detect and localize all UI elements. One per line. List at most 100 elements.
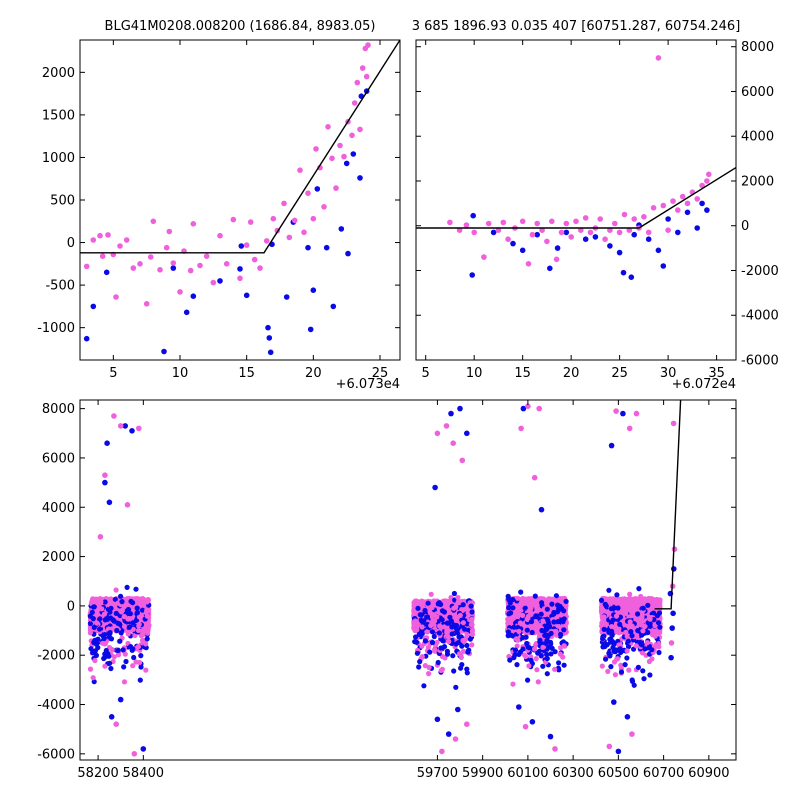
series-2-point [117,243,123,249]
series-2-point [147,254,154,260]
season-0-scatter-point [143,667,149,673]
season-1-scatter-point [424,614,430,620]
series-1-point [655,247,662,254]
series-1-point [243,292,250,299]
series-2-point [558,229,565,236]
chart-title-left: BLG41M0208.008200 (1686.84, 8983.05) [105,19,376,34]
series-1-point [616,249,623,256]
season-1-scatter-point [467,636,473,642]
season-2-scatter-point [508,617,514,623]
season-1-scatter-point [412,639,418,645]
series-2-point [170,260,177,266]
season-2-scatter-point [518,589,524,595]
season-0-scatter-point [100,640,106,646]
series-1-point [307,326,314,333]
y-tick-label: 2000 [741,174,774,189]
season-0-scatter-point [91,639,97,646]
series-1-point [314,186,321,192]
season-0-scatter-point [118,593,124,599]
series-2-point [357,126,363,133]
y-tick-label: 8000 [741,40,774,55]
season-0-scatter-point [139,607,146,613]
season-2-scatter-point [529,629,535,636]
series-2-point [645,229,652,236]
series-1-point [645,236,652,242]
season-1-scatter-point [447,614,453,620]
series-1-point [330,303,337,310]
series-1-point [305,244,311,251]
series-2-point [90,237,97,243]
season-1-scatter-point [414,650,420,656]
season-2-scatter-point [533,656,539,662]
season-0-scatter-point [101,635,107,642]
series-1-point [510,240,516,247]
series-2-point [163,244,170,251]
series-2-point [544,238,550,245]
season-0-scatter-point [125,631,131,637]
season-0-scatter-point [97,616,103,622]
series-1-point [238,243,245,249]
series-2-point [612,220,618,227]
series-1-point [183,309,190,316]
series-2-point [354,79,361,86]
season-1-scatter-point [455,594,461,601]
season-1-scatter-point [444,620,450,626]
season-2-scatter-point [538,653,544,659]
season-1-scatter-point [462,626,468,632]
season-2-scatter-point [532,593,538,599]
season-0-scatter-point [108,636,115,642]
season-1-scatter-point [417,659,423,665]
season-1-scatter-point [455,599,461,605]
season-2-core-point [528,599,534,605]
season-0-scatter-point [123,658,129,665]
season-0-scatter-point [107,660,113,666]
season-1-scatter-point [424,629,430,635]
season-0-scatter-point [90,650,96,656]
y-tick-label: 4000 [741,130,774,145]
season-2-scatter-point [534,667,540,673]
season-2-scatter-point [544,606,550,612]
season-1-scatter-point [458,654,464,661]
season-1-scatter-point [460,602,466,608]
series-1-point [83,335,90,342]
series-2-point [251,256,258,263]
season-1-scatter-point [439,608,446,614]
season-1-scatter-point [415,605,421,611]
series-1-point [323,244,330,251]
series-2-point [197,262,203,269]
season-2-scatter-point [558,645,564,651]
season-0-scatter-point [118,630,124,636]
season-2-scatter-point [550,596,556,602]
series-1-point [469,272,476,278]
series-2-point [684,200,691,207]
series-1-point [563,229,570,236]
season-2-scatter-point [546,644,552,650]
series-2-point [217,232,223,239]
y-tick-label: 1500 [42,108,75,123]
season-0-scatter-point [93,652,99,659]
season-0-scatter-point [95,636,101,642]
season-0-scatter-point [87,630,93,636]
series-2-point [602,236,608,242]
season-2-scatter-point [549,601,555,607]
season-0-scatter-point [143,641,149,647]
y-tick-label: 500 [50,194,75,209]
season-2-scatter-point [516,605,522,611]
y-tick-label: -2000 [741,264,779,279]
season-0-scatter-point [87,620,93,627]
series-2-point [456,227,463,233]
season-0-scatter-point [114,627,120,634]
series-2-point [655,55,662,61]
season-1-scatter-point [464,670,470,676]
model-line [416,167,736,229]
season-0-scatter-point [130,626,136,632]
season-1-scatter-point [469,616,475,623]
season-2-scatter-point [525,677,531,683]
series-2-point [534,220,540,227]
x-tick-label: 20 [305,366,322,381]
season-0-scatter-point [138,653,144,659]
season-0-scatter-point [135,627,142,634]
season-0-scatter-point [134,605,140,611]
series-1-point [217,278,223,284]
season-0-scatter-point [144,636,150,642]
